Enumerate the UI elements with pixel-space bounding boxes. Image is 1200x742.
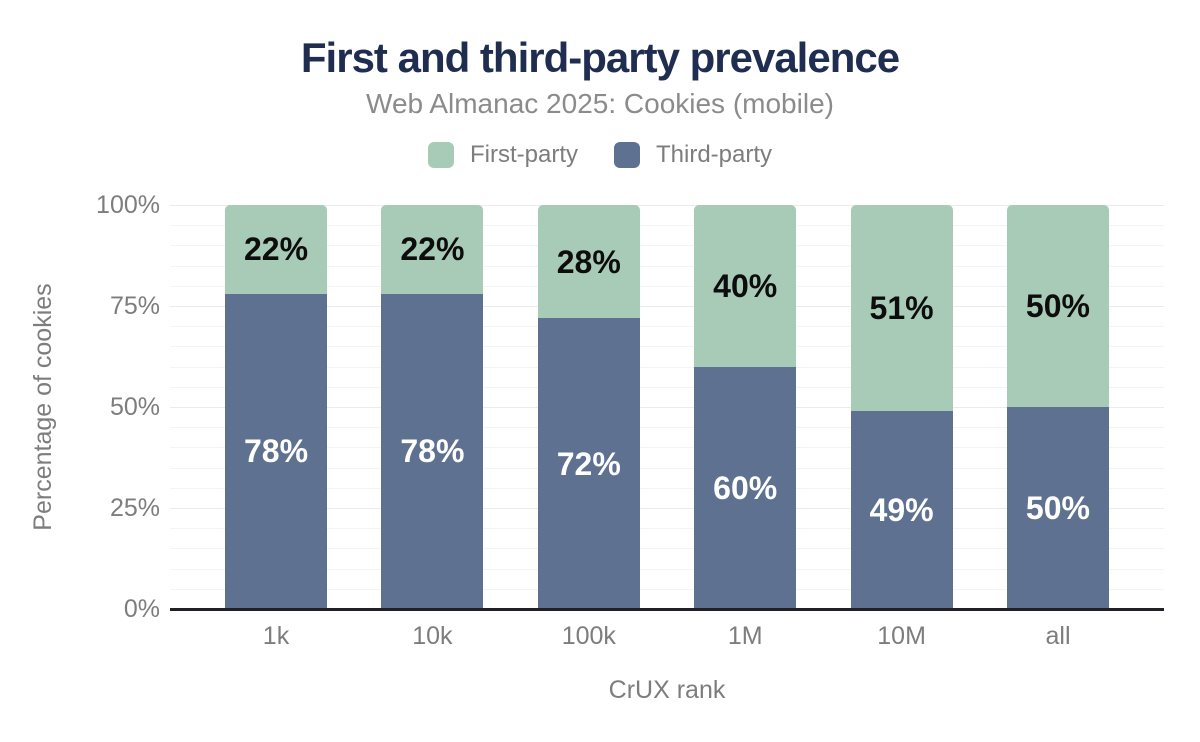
bar-segment-first-party-10M: 51% bbox=[850, 205, 953, 412]
major-gridline bbox=[170, 407, 1164, 408]
x-tick-label-10M: 10M bbox=[877, 622, 926, 650]
y-tick-label-75%: 75% bbox=[109, 292, 160, 320]
bar-segment-third-party-10k: 78% bbox=[381, 293, 484, 609]
legend-swatch-icon bbox=[427, 142, 454, 168]
minor-gridline bbox=[170, 447, 1164, 449]
y-tick-label-25%: 25% bbox=[109, 494, 160, 522]
chart-title: First and third-party prevalence bbox=[300, 34, 900, 81]
bar-segment-third-party-1M: 60% bbox=[694, 366, 797, 609]
x-tick-label-1k: 1k bbox=[262, 622, 290, 650]
legend-label: First-party bbox=[469, 141, 578, 168]
x-axis-title: CrUX rank bbox=[608, 676, 726, 704]
x-tick-label-all: all bbox=[1045, 622, 1071, 650]
minor-gridline bbox=[170, 427, 1164, 429]
bar-10k: 22% 78% bbox=[381, 205, 484, 609]
bar-segment-first-party-1M: 40% bbox=[694, 205, 797, 367]
x-tick-label-10k: 10k bbox=[412, 622, 453, 650]
bar-segment-first-party-10k: 22% bbox=[381, 205, 484, 294]
data-label: 78% bbox=[400, 433, 465, 470]
bar-segment-third-party-1k: 78% bbox=[225, 293, 327, 609]
minor-gridline bbox=[170, 265, 1164, 267]
data-label: 51% bbox=[869, 290, 934, 327]
y-tick-label-0%: 0% bbox=[123, 595, 160, 623]
bar-segment-third-party-100k: 72% bbox=[537, 318, 640, 609]
legend-swatch-icon bbox=[613, 142, 640, 168]
chart-subtitle: Web Almanac 2025: Cookies (mobile) bbox=[366, 88, 834, 119]
minor-gridline bbox=[170, 386, 1164, 388]
bar-segment-first-party-100k: 28% bbox=[537, 205, 640, 319]
y-axis-title: Percentage of cookies bbox=[29, 283, 57, 531]
bar-10M: 51% 49% bbox=[850, 205, 953, 609]
minor-gridline bbox=[170, 366, 1164, 368]
x-tick-label-1M: 1M bbox=[727, 622, 763, 650]
minor-gridline bbox=[170, 346, 1164, 348]
data-label: 60% bbox=[713, 469, 778, 506]
data-label: 22% bbox=[400, 231, 465, 268]
data-label: 50% bbox=[1025, 490, 1090, 526]
x-axis-line bbox=[170, 608, 1164, 611]
data-label: 22% bbox=[243, 231, 309, 268]
data-label: 28% bbox=[556, 243, 621, 280]
minor-gridline bbox=[170, 225, 1164, 227]
major-gridline bbox=[170, 205, 1164, 206]
data-label: 49% bbox=[869, 492, 934, 528]
bar-1k: 22% 78% bbox=[225, 205, 327, 609]
y-tick-label-100%: 100% bbox=[96, 191, 160, 219]
minor-gridline bbox=[170, 326, 1164, 328]
minor-gridline bbox=[170, 528, 1164, 530]
data-label: 78% bbox=[243, 433, 309, 470]
minor-gridline bbox=[170, 588, 1164, 590]
major-gridline bbox=[170, 306, 1164, 307]
bar-segment-third-party-all: 50% bbox=[1006, 407, 1109, 609]
bar-all: 50% 50% bbox=[1006, 205, 1109, 609]
x-tick-label-100k: 100k bbox=[561, 622, 616, 650]
bar-segment-third-party-10M: 49% bbox=[850, 411, 953, 609]
minor-gridline bbox=[170, 568, 1164, 570]
legend-item-third-party: Third-party bbox=[613, 141, 773, 169]
minor-gridline bbox=[170, 487, 1164, 489]
bar-segment-first-party-all: 50% bbox=[1006, 205, 1109, 407]
bars-group: 22% 78% 22% 78% 28% 72% 40% 60% 51% 49% 50% 50% bbox=[170, 205, 1164, 609]
major-gridline bbox=[170, 508, 1164, 509]
minor-gridline bbox=[170, 285, 1164, 287]
minor-gridline bbox=[170, 467, 1164, 469]
bar-1M: 40% 60% bbox=[694, 205, 797, 609]
bar-segment-first-party-1k: 22% bbox=[225, 205, 327, 294]
bar-100k: 28% 72% bbox=[537, 205, 640, 609]
legend-label: Third-party bbox=[655, 141, 773, 168]
data-label: 40% bbox=[713, 267, 778, 304]
legend-item-first-party: First-party bbox=[427, 141, 578, 169]
minor-gridline bbox=[170, 245, 1164, 247]
data-label: 72% bbox=[556, 445, 621, 482]
data-label: 50% bbox=[1025, 288, 1090, 324]
y-tick-label-50%: 50% bbox=[109, 393, 160, 421]
plot-area: 22% 78% 22% 78% 28% 72% 40% 60% 51% 49% 50% 50% bbox=[170, 205, 1164, 611]
minor-gridline bbox=[170, 548, 1164, 550]
legend: First-party Third-party bbox=[0, 141, 1200, 169]
